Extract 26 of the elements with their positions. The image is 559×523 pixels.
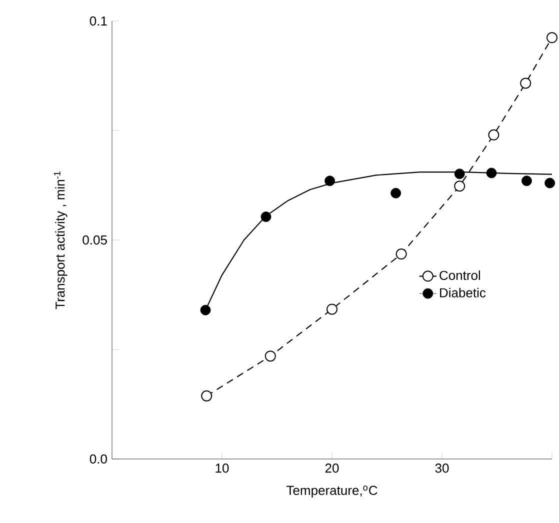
point [520,78,532,89]
legend-label: Control [440,270,480,280]
y-tick-label: 0.05 [82,235,107,245]
point [454,180,466,192]
point [326,304,338,315]
point [390,188,401,198]
point [396,248,407,260]
y-axis-title: Transport activity , min$^{-1}$ [54,172,68,310]
point [201,390,212,402]
point [324,176,335,186]
point [264,350,276,362]
point [260,212,272,222]
point [200,304,211,316]
x-tick-label: 20 [325,464,339,473]
y-tick-label: 0.0 [90,454,107,464]
point [544,178,555,188]
point [486,168,497,178]
point [522,176,532,186]
point [488,129,500,140]
point [454,168,465,180]
x-tick-label: 10 [216,464,229,473]
legend-label: Diabetic [440,288,486,298]
y-tick-label: 0.1 [90,16,107,26]
x-axis-title: Temperature,$^{o}$C [286,486,378,498]
point [546,32,558,44]
x-tick-label: 30 [435,464,449,473]
